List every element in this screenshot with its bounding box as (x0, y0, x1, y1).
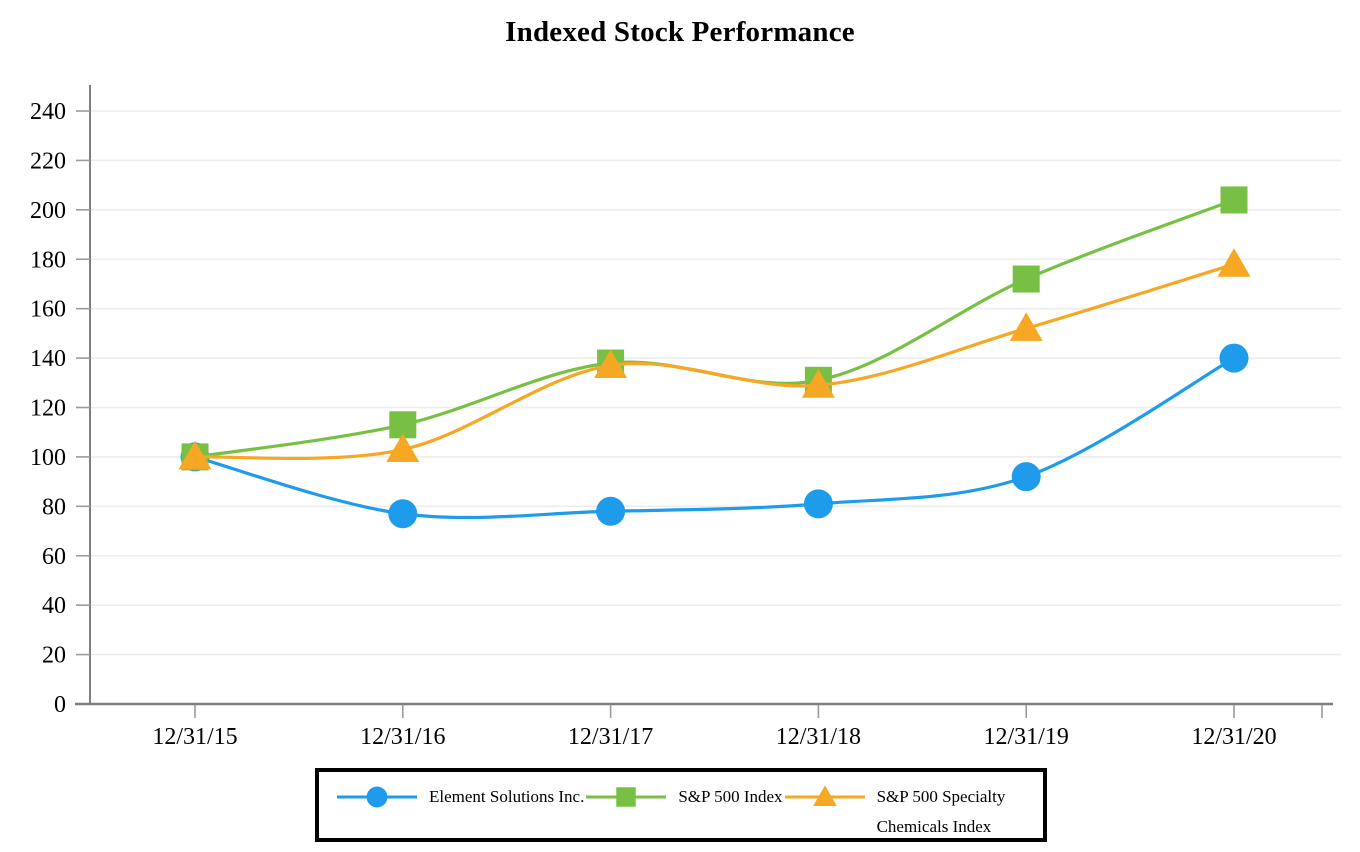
legend-label-sp500-specialty-chemicals: S&P 500 Specialty Chemicals Index (876, 787, 1006, 836)
line-chart-plot: 0 20 40 60 80 100 120 140 160 180 200 220 240 12/31/1… (30, 85, 1341, 750)
svg-text:60: 60 (42, 544, 66, 570)
svg-text:220: 220 (30, 148, 66, 174)
svg-text:12/31/18: 12/31/18 (776, 724, 861, 750)
chart-legend: Element Solutions Inc. S&P 500 Index S&P… (315, 768, 1047, 842)
svg-text:160: 160 (30, 297, 66, 323)
svg-text:200: 200 (30, 198, 66, 224)
svg-text:240: 240 (30, 99, 66, 125)
svg-text:12/31/20: 12/31/20 (1191, 724, 1276, 750)
svg-text:180: 180 (30, 247, 66, 273)
chart-title: Indexed Stock Performance (505, 16, 855, 48)
svg-text:0: 0 (54, 692, 66, 718)
legend-triangle-marker-icon (784, 785, 865, 806)
legend-circle-marker-icon (337, 786, 417, 808)
legend-label-sp500: S&P 500 Index (678, 787, 783, 806)
svg-text:100: 100 (30, 445, 66, 471)
legend-item-sp500-specialty-chemicals: S&P 500 Specialty Chemicals Index (783, 782, 1027, 842)
legend-item-element-solutions: Element Solutions Inc. (335, 782, 584, 812)
svg-text:120: 120 (30, 396, 66, 422)
svg-text:140: 140 (30, 346, 66, 372)
svg-text:12/31/19: 12/31/19 (984, 724, 1069, 750)
legend-label-element-solutions: Element Solutions Inc. (429, 787, 585, 806)
svg-text:12/31/15: 12/31/15 (152, 724, 237, 750)
svg-text:20: 20 (42, 643, 66, 669)
legend-square-marker-icon (586, 787, 667, 807)
svg-text:12/31/16: 12/31/16 (360, 724, 445, 750)
svg-text:12/31/17: 12/31/17 (568, 724, 653, 750)
svg-text:40: 40 (42, 593, 66, 619)
svg-text:80: 80 (42, 494, 66, 520)
legend-item-sp500: S&P 500 Index (584, 782, 783, 812)
